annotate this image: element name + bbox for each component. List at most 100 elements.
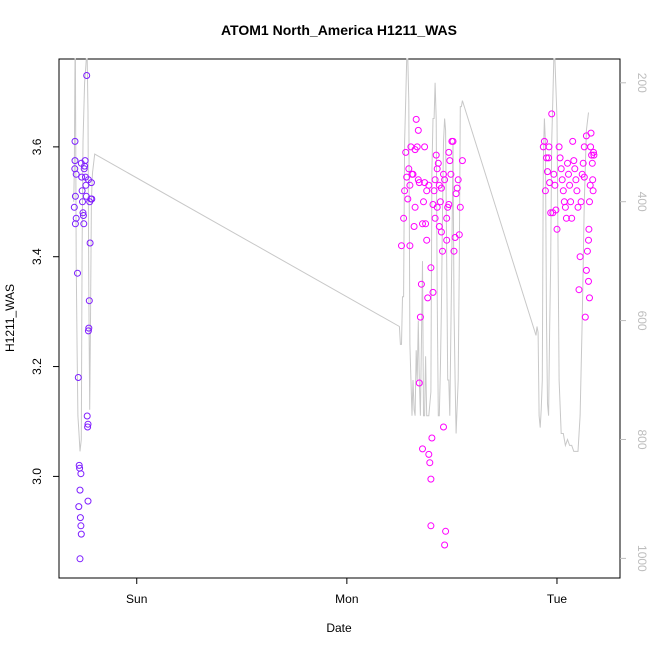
right-y-tick-label: 1000 <box>635 545 649 572</box>
data-point <box>410 223 418 230</box>
data-point <box>561 203 569 211</box>
data-point <box>428 434 436 442</box>
data-point <box>431 176 439 184</box>
data-point <box>585 225 593 233</box>
data-point <box>585 277 592 285</box>
data-point <box>574 203 582 211</box>
data-point <box>580 143 588 151</box>
line-series-layer <box>73 58 589 452</box>
data-point <box>419 220 426 228</box>
data-point <box>583 247 591 255</box>
data-point <box>570 157 578 165</box>
y-tick-label: 3.0 <box>30 468 44 485</box>
y-axis: 3.0 3.2 3.4 3.6 <box>30 138 59 485</box>
data-point <box>541 187 549 195</box>
data-point <box>586 181 594 189</box>
data-point <box>557 165 565 173</box>
data-point <box>566 181 574 189</box>
data-point <box>76 555 84 563</box>
data-point <box>411 146 419 154</box>
data-point <box>440 423 447 431</box>
data-point <box>403 173 411 181</box>
data-point <box>432 151 440 159</box>
data-point <box>431 214 439 222</box>
data-point <box>555 143 563 151</box>
data-point <box>567 198 575 206</box>
data-point <box>427 522 435 530</box>
data-point <box>433 203 441 211</box>
right-y-tick-label: 600 <box>635 311 649 331</box>
data-point <box>576 253 584 261</box>
data-point <box>564 159 571 167</box>
data-point <box>77 522 85 530</box>
y-tick-label: 3.4 <box>30 248 44 265</box>
data-point <box>589 187 597 195</box>
data-point <box>71 157 79 165</box>
data-point <box>588 159 596 167</box>
series-line <box>73 58 589 452</box>
data-point <box>560 198 568 206</box>
data-point <box>429 201 437 208</box>
y-tick-label: 3.6 <box>30 138 44 155</box>
x-tick-label: Tue <box>547 592 568 606</box>
data-point <box>434 159 442 167</box>
data-point <box>78 187 86 195</box>
data-point <box>70 203 78 211</box>
data-point <box>414 126 422 134</box>
data-point <box>419 445 426 453</box>
data-point <box>581 313 589 321</box>
data-point <box>441 176 449 184</box>
data-point <box>552 206 560 214</box>
data-point <box>586 198 593 206</box>
x-tick-label: Sun <box>126 592 147 606</box>
data-point <box>426 459 434 467</box>
data-point <box>443 236 451 244</box>
data-point <box>559 187 567 195</box>
data-point <box>85 297 93 305</box>
data-point <box>445 148 453 156</box>
data-point <box>425 450 433 458</box>
data-point <box>540 137 548 145</box>
data-point <box>412 115 420 123</box>
data-point <box>74 374 82 381</box>
data-point <box>416 313 424 321</box>
data-point <box>84 420 92 428</box>
data-point <box>79 209 87 217</box>
data-point <box>85 324 93 332</box>
data-point <box>449 137 457 145</box>
data-point <box>402 148 410 156</box>
data-point <box>77 470 85 478</box>
data-point <box>577 198 585 206</box>
data-point <box>544 168 551 176</box>
data-point <box>421 143 429 151</box>
data-point <box>80 220 88 228</box>
data-point <box>548 110 556 118</box>
data-point <box>77 530 85 538</box>
data-point <box>450 247 458 255</box>
data-point <box>545 143 553 151</box>
data-point <box>84 176 92 184</box>
data-point <box>76 514 84 522</box>
data-point <box>454 176 462 184</box>
data-point <box>565 170 572 178</box>
data-point <box>437 184 445 192</box>
data-point <box>586 294 593 302</box>
data-point <box>84 327 92 335</box>
data-point <box>76 486 84 494</box>
x-axis: Sun Mon Tue <box>126 578 567 606</box>
data-point <box>571 165 579 173</box>
data-point <box>417 280 425 288</box>
data-point <box>585 236 592 244</box>
y-tick-label: 3.2 <box>30 358 44 375</box>
data-point <box>590 148 597 156</box>
data-point <box>562 214 570 222</box>
right-y-tick-label: 400 <box>635 192 649 212</box>
data-point <box>82 181 90 189</box>
data-point <box>423 236 431 244</box>
data-point <box>569 137 577 145</box>
data-point <box>589 176 597 184</box>
data-point <box>74 269 81 277</box>
data-point <box>551 181 559 189</box>
data-point <box>415 179 423 187</box>
